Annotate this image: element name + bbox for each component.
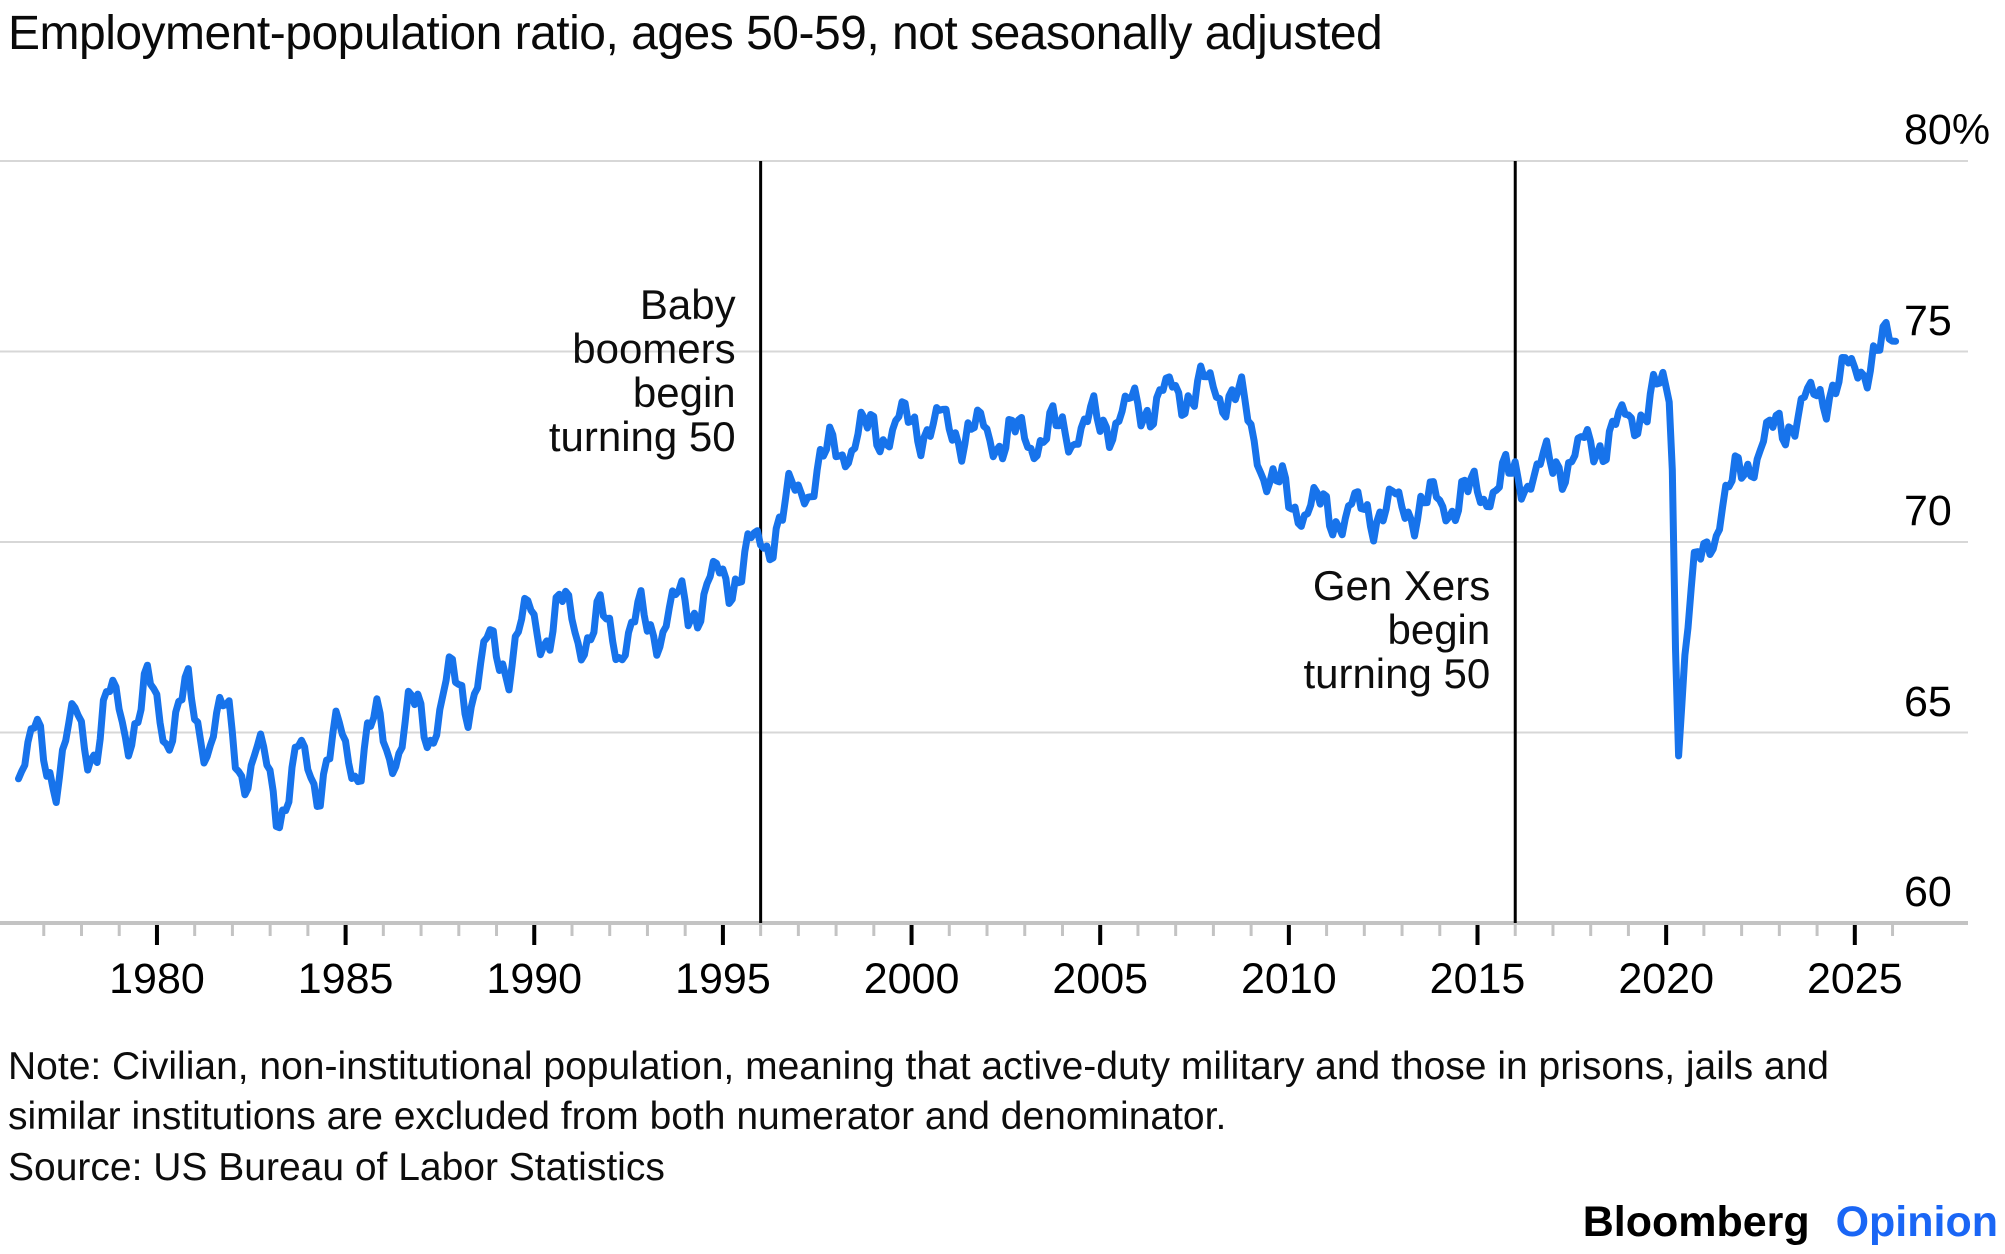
branding: Bloomberg Opinion <box>1583 1198 1998 1247</box>
y-axis-label: 80% <box>1904 106 1991 154</box>
note-text: Note: Civilian, non-institutional popula… <box>8 1042 1829 1142</box>
y-axis-label: 70 <box>1904 487 1952 535</box>
source-text: Source: US Bureau of Labor Statistics <box>8 1146 665 1189</box>
branding-opinion: Opinion <box>1835 1198 1998 1246</box>
x-axis-label: 2000 <box>863 955 960 1003</box>
x-axis-label: 1990 <box>486 955 583 1003</box>
branding-bloomberg: Bloomberg <box>1582 1198 1810 1246</box>
note-line-1: Note: Civilian, non-institutional popula… <box>8 1045 1829 1088</box>
event-annotation-line: Gen Xers <box>1312 562 1491 609</box>
event-annotation-line: begin <box>1387 606 1491 653</box>
x-axis-label: 2005 <box>1052 955 1149 1003</box>
x-axis-label: 2020 <box>1618 955 1714 1003</box>
data-line-series <box>15 318 1900 832</box>
note-line-2: similar institutions are excluded from b… <box>8 1095 1227 1138</box>
chart-title: Employment-population ratio, ages 50-59,… <box>8 7 1383 60</box>
y-axis-label: 60 <box>1904 868 1952 916</box>
event-annotation-line: turning 50 <box>1303 650 1491 697</box>
event-annotation-line: turning 50 <box>548 413 736 460</box>
x-axis-label: 2025 <box>1806 955 1903 1003</box>
x-axis-label: 1985 <box>297 955 394 1003</box>
y-axis-label: 75 <box>1904 296 1952 345</box>
x-axis-label: 1995 <box>675 955 771 1003</box>
event-annotation-line: Baby <box>639 281 736 328</box>
x-axis-label: 1980 <box>109 955 205 1003</box>
y-axis-label: 65 <box>1904 677 1952 726</box>
x-axis-label: 2015 <box>1429 955 1526 1003</box>
x-axis-label: 2010 <box>1241 955 1337 1003</box>
event-annotation-line: boomers <box>572 325 736 372</box>
event-annotation-line: begin <box>632 369 736 416</box>
event-annotation-2016: Gen Xers begin turning 50 <box>1303 564 1490 696</box>
event-annotation-1996: Baby boomers begin turning 50 <box>549 283 736 459</box>
